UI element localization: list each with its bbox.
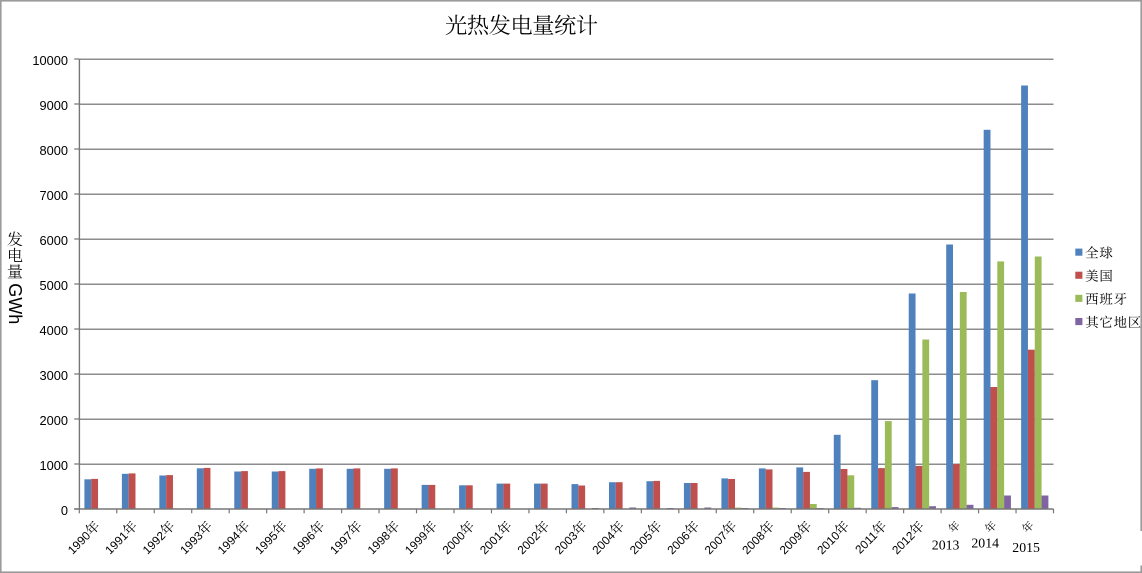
svg-text:2013: 2013 [932,538,960,553]
svg-text:2015: 2015 [1012,540,1040,555]
svg-text:GWh: GWh [5,283,25,324]
svg-text:5000: 5000 [40,278,68,293]
svg-text:6000: 6000 [40,233,68,248]
svg-text:10000: 10000 [32,53,68,68]
svg-text:0: 0 [61,503,68,518]
svg-text:8000: 8000 [40,143,68,158]
svg-text:2014: 2014 [971,536,999,551]
svg-text:9000: 9000 [40,98,68,113]
svg-text:3000: 3000 [40,368,68,383]
svg-text:7000: 7000 [40,188,68,203]
svg-text:4000: 4000 [40,323,68,338]
svg-text:2000: 2000 [40,413,68,428]
svg-text:1000: 1000 [40,458,68,473]
